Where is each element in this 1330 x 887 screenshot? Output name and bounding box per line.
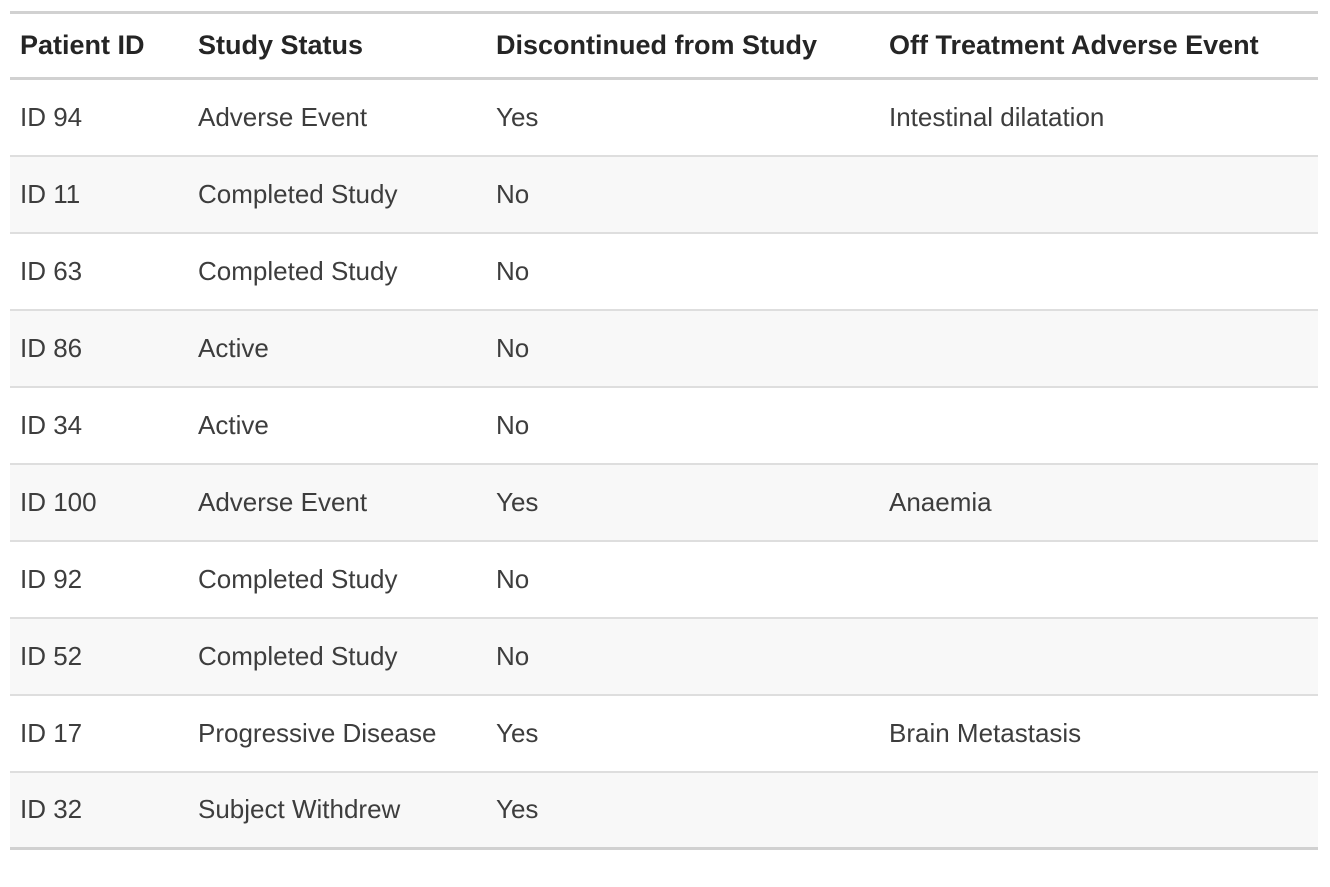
cell-study-status: Subject Withdrew: [188, 771, 486, 850]
table-row[interactable]: ID 52 Completed Study No: [10, 617, 1318, 696]
patient-study-table-grid: Patient ID Study Status Discontinued fro…: [10, 11, 1318, 850]
cell-patient-id: ID 52: [10, 617, 188, 696]
cell-study-status: Progressive Disease: [188, 694, 486, 773]
cell-adverse-event: [879, 309, 1318, 388]
cell-adverse-event: [879, 540, 1318, 619]
cell-discontinued: No: [486, 309, 879, 388]
column-header-discontinued-from-study[interactable]: Discontinued from Study: [486, 11, 879, 80]
cell-patient-id: ID 100: [10, 463, 188, 542]
cell-study-status: Completed Study: [188, 155, 486, 234]
table-row[interactable]: ID 11 Completed Study No: [10, 155, 1318, 234]
cell-adverse-event: Intestinal dilatation: [879, 78, 1318, 157]
patient-study-table: Patient ID Study Status Discontinued fro…: [10, 11, 1318, 850]
column-header-study-status[interactable]: Study Status: [188, 11, 486, 80]
cell-study-status: Active: [188, 386, 486, 465]
cell-study-status: Completed Study: [188, 540, 486, 619]
cell-discontinued: Yes: [486, 463, 879, 542]
cell-patient-id: ID 34: [10, 386, 188, 465]
table-row[interactable]: ID 32 Subject Withdrew Yes: [10, 771, 1318, 850]
cell-adverse-event: [879, 155, 1318, 234]
cell-patient-id: ID 32: [10, 771, 188, 850]
cell-study-status: Completed Study: [188, 617, 486, 696]
cell-discontinued: No: [486, 617, 879, 696]
cell-patient-id: ID 86: [10, 309, 188, 388]
cell-discontinued: Yes: [486, 694, 879, 773]
table-row[interactable]: ID 63 Completed Study No: [10, 232, 1318, 311]
cell-study-status: Active: [188, 309, 486, 388]
cell-discontinued: No: [486, 155, 879, 234]
cell-discontinued: Yes: [486, 78, 879, 157]
cell-patient-id: ID 63: [10, 232, 188, 311]
column-header-patient-id[interactable]: Patient ID: [10, 11, 188, 80]
cell-patient-id: ID 11: [10, 155, 188, 234]
table-row[interactable]: ID 94 Adverse Event Yes Intestinal dilat…: [10, 78, 1318, 157]
cell-adverse-event: [879, 771, 1318, 850]
cell-patient-id: ID 17: [10, 694, 188, 773]
cell-study-status: Adverse Event: [188, 78, 486, 157]
cell-patient-id: ID 94: [10, 78, 188, 157]
cell-patient-id: ID 92: [10, 540, 188, 619]
cell-study-status: Adverse Event: [188, 463, 486, 542]
cell-adverse-event: Brain Metastasis: [879, 694, 1318, 773]
column-header-off-treatment-adverse-event[interactable]: Off Treatment Adverse Event: [879, 11, 1318, 80]
cell-adverse-event: [879, 232, 1318, 311]
table-row[interactable]: ID 100 Adverse Event Yes Anaemia: [10, 463, 1318, 542]
cell-discontinued: No: [486, 386, 879, 465]
table-body: ID 94 Adverse Event Yes Intestinal dilat…: [10, 78, 1318, 850]
table-header-row: Patient ID Study Status Discontinued fro…: [10, 11, 1318, 80]
cell-discontinued: No: [486, 232, 879, 311]
cell-discontinued: Yes: [486, 771, 879, 850]
cell-study-status: Completed Study: [188, 232, 486, 311]
table-row[interactable]: ID 34 Active No: [10, 386, 1318, 465]
table-row[interactable]: ID 17 Progressive Disease Yes Brain Meta…: [10, 694, 1318, 773]
cell-adverse-event: Anaemia: [879, 463, 1318, 542]
cell-discontinued: No: [486, 540, 879, 619]
cell-adverse-event: [879, 617, 1318, 696]
table-row[interactable]: ID 92 Completed Study No: [10, 540, 1318, 619]
table-row[interactable]: ID 86 Active No: [10, 309, 1318, 388]
cell-adverse-event: [879, 386, 1318, 465]
